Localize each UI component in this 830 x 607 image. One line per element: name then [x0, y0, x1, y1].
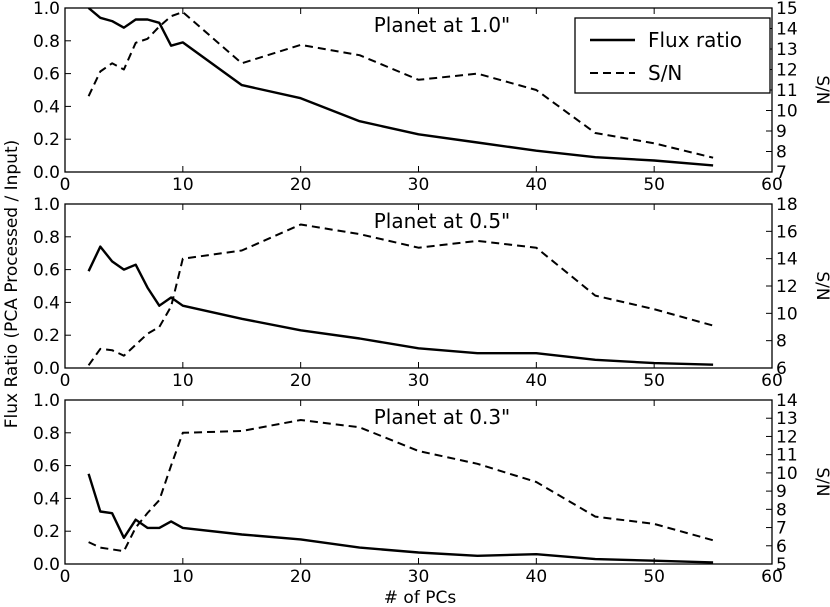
- y-tick-label: 0.2: [33, 326, 60, 346]
- y2-tick-label: 14: [776, 250, 798, 270]
- y2-tick-label: 13: [776, 40, 798, 60]
- x-tick-label: 0: [60, 175, 71, 195]
- y2-tick-label: 9: [776, 122, 787, 142]
- x-tick-label: 40: [526, 567, 548, 587]
- x-tick-label: 60: [761, 371, 783, 391]
- x-tick-label: 30: [408, 175, 430, 195]
- panel-1: 0 10 20 30 40 50 600.00.20.40.60.81.0789101112…: [33, 0, 830, 195]
- panel-title: Planet at 0.3": [374, 405, 511, 429]
- y-tick-label: 0.8: [33, 424, 60, 444]
- y2-tick-label: 12: [776, 277, 798, 297]
- figure-ylabel-left: Flux Ratio (PCA Processed / Input): [2, 140, 22, 429]
- panel-title: Planet at 1.0": [374, 13, 511, 37]
- figure-xlabel: # of PCs: [384, 588, 457, 607]
- x-tick-label: 10: [172, 567, 194, 587]
- y2-tick-label: 7: [776, 519, 787, 539]
- y-tick-label: 0.8: [33, 32, 60, 52]
- y2-axis-label: S/N: [812, 75, 830, 104]
- x-tick-label: 0: [60, 567, 71, 587]
- y2-tick-label: 11: [776, 446, 798, 466]
- y-tick-label: 0.8: [33, 228, 60, 248]
- y-tick-label: 0.6: [33, 457, 60, 477]
- y-tick-label: 0.0: [33, 359, 60, 379]
- y2-tick-label: 10: [776, 304, 798, 324]
- legend-sn-label: S/N: [648, 61, 682, 85]
- legend-box: [574, 17, 771, 94]
- y2-tick-label: 7: [776, 163, 787, 183]
- y2-tick-label: 8: [776, 143, 787, 163]
- y-tick-label: 0.4: [33, 97, 60, 117]
- y-tick-label: 0.0: [33, 555, 60, 575]
- y-tick-label: 1.0: [33, 195, 60, 215]
- x-tick-label: 50: [643, 175, 665, 195]
- x-tick-label: 50: [643, 371, 665, 391]
- y2-tick-label: 10: [776, 464, 798, 484]
- sn-series-line: [87, 223, 714, 366]
- y2-tick-label: 8: [776, 500, 787, 520]
- sn-series-line: [87, 11, 714, 159]
- x-tick-label: 60: [761, 567, 783, 587]
- x-tick-label: 10: [172, 175, 194, 195]
- y2-tick-label: 11: [776, 81, 798, 101]
- flux-ratio-series-line: [87, 245, 714, 366]
- y-tick-label: 0.2: [33, 130, 60, 150]
- legend-flux-ratio-label: Flux ratio: [648, 28, 742, 52]
- y-tick-label: 0.6: [33, 65, 60, 85]
- y2-tick-label: 10: [776, 102, 798, 122]
- y2-tick-label: 5: [776, 555, 787, 575]
- y-tick-label: 0.0: [33, 163, 60, 183]
- panel-2: 0 10 20 30 40 50 60 0.0 0.2 0.4 0.6 0.8 1.0 6 8 10 12 14 1…: [33, 195, 830, 391]
- y-tick-label: 1.0: [33, 391, 60, 411]
- x-tick-label: 60: [761, 175, 783, 195]
- y2-tick-label: 13: [776, 409, 798, 429]
- y2-axis-label: S/N: [812, 467, 830, 496]
- x-tick-label: 20: [290, 567, 312, 587]
- y-tick-label: 0.4: [33, 293, 60, 313]
- x-tick-label: 40: [526, 175, 548, 195]
- y2-tick-label: 14: [776, 391, 798, 411]
- x-tick-label: 20: [290, 371, 312, 391]
- y2-tick-label: 18: [776, 195, 798, 215]
- y-tick-label: 0.2: [33, 522, 60, 542]
- panel-3: 0 10 20 30 40 50 600.00.20.40.60.81.0567891011…: [33, 391, 830, 587]
- legend: Flux ratio S/N: [574, 17, 771, 94]
- y2-tick-label: 12: [776, 427, 798, 447]
- y2-axis-label: S/N: [812, 271, 830, 300]
- chart-panels: 0 10 20 30 40 50 600.00.20.40.60.81.0789101112…: [33, 0, 830, 587]
- x-tick-label: 10: [172, 371, 194, 391]
- flux-ratio-series-line: [87, 473, 714, 564]
- y2-tick-label: 16: [776, 222, 798, 242]
- y-tick-label: 0.4: [33, 489, 60, 509]
- y2-tick-label: 6: [776, 537, 787, 557]
- sn-series-line: [88, 419, 714, 553]
- x-tick-label: 30: [408, 371, 430, 391]
- y2-tick-label: 8: [776, 332, 787, 352]
- y-tick-label: 0.6: [33, 261, 60, 281]
- y2-tick-label: 15: [776, 0, 798, 19]
- x-tick-label: 40: [526, 371, 548, 391]
- y2-tick-label: 12: [776, 61, 798, 81]
- x-tick-label: 0: [60, 371, 71, 391]
- y2-tick-label: 9: [776, 482, 787, 502]
- x-tick-label: 30: [408, 567, 430, 587]
- y2-tick-label: 6: [776, 359, 787, 379]
- y2-tick-label: 14: [776, 20, 798, 40]
- x-tick-label: 20: [290, 175, 312, 195]
- flux-ratio-series-line: [87, 8, 714, 167]
- y-tick-label: 1.0: [33, 0, 60, 19]
- x-tick-label: 50: [643, 567, 665, 587]
- panel-title: Planet at 0.5": [374, 209, 511, 233]
